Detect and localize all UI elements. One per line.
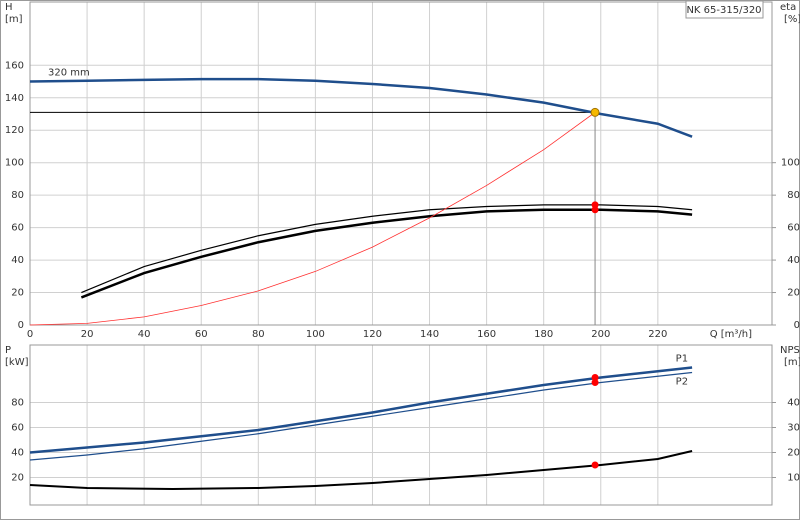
x-tick-label: 180 xyxy=(534,329,553,340)
y2-tick-label: 100 xyxy=(781,158,800,169)
chart-title: NK 65-315/320 xyxy=(686,5,761,16)
y-tick-label: 80 xyxy=(11,190,24,201)
point xyxy=(591,201,599,209)
y-axis-label: H xyxy=(5,2,13,13)
y-tick-label: 60 xyxy=(11,223,24,234)
plot-frame xyxy=(29,344,773,506)
x-tick-label: 40 xyxy=(138,329,151,340)
x-tick-label: 200 xyxy=(591,329,610,340)
y-tick-label: 20 xyxy=(11,288,24,299)
y2-tick-label: 30 xyxy=(787,423,800,434)
point xyxy=(591,206,599,214)
y-tick-label: 100 xyxy=(5,158,24,169)
y-tick-label: 0 xyxy=(18,320,24,331)
series-line xyxy=(29,77,693,138)
y-tick-label: 40 xyxy=(11,448,24,459)
point xyxy=(591,374,599,381)
y-axis-label: [kW] xyxy=(5,357,29,368)
y-axis-label: [m] xyxy=(5,14,23,25)
x-tick-label: 100 xyxy=(306,329,325,340)
y2-axis-label: [m] xyxy=(784,357,800,368)
y-tick-label: 20 xyxy=(11,473,24,484)
y-tick-label: 40 xyxy=(11,255,24,266)
series-line xyxy=(29,371,693,461)
plot-frame xyxy=(29,1,773,326)
x-tick-label: 160 xyxy=(477,329,496,340)
x-tick-label: 60 xyxy=(195,329,208,340)
point xyxy=(591,461,599,469)
y2-tick-label: 0 xyxy=(794,320,800,331)
y2-axis-label: NPSH xyxy=(780,345,800,356)
point xyxy=(591,379,599,386)
y2-tick-label: 60 xyxy=(787,223,800,234)
y2-tick-label: 80 xyxy=(787,190,800,201)
x-tick-label: 80 xyxy=(252,329,265,340)
y2-tick-label: 20 xyxy=(787,448,800,459)
y2-tick-label: 20 xyxy=(787,288,800,299)
y2-tick-label: 10 xyxy=(787,473,800,484)
y-tick-label: 160 xyxy=(5,60,24,71)
series-line xyxy=(29,112,596,326)
series-label: 320 mm xyxy=(48,68,90,79)
x-tick-label: 20 xyxy=(81,329,94,340)
series-label: P2 xyxy=(676,377,688,388)
y2-tick-label: 40 xyxy=(787,398,800,409)
series-line xyxy=(81,204,693,294)
x-tick-label: 120 xyxy=(363,329,382,340)
y2-tick-label: 40 xyxy=(787,255,800,266)
y-axis-label: P xyxy=(5,345,11,356)
y2-axis-label: [%] xyxy=(784,14,800,25)
y2-axis-label: eta xyxy=(780,2,796,13)
x-tick-label: 140 xyxy=(420,329,439,340)
y-tick-label: 80 xyxy=(11,398,24,409)
y-tick-label: 60 xyxy=(11,423,24,434)
series-line xyxy=(29,366,693,454)
series-line xyxy=(29,450,693,491)
series-label: P1 xyxy=(676,354,688,365)
y-tick-label: 120 xyxy=(5,125,24,136)
x-axis-label: Q [m³/h] xyxy=(710,329,752,340)
x-tick-label: 0 xyxy=(27,329,33,340)
y-tick-label: 140 xyxy=(5,93,24,104)
series-line xyxy=(80,208,693,299)
x-tick-label: 220 xyxy=(648,329,667,340)
duty-point xyxy=(590,107,600,117)
title-box xyxy=(685,0,764,19)
